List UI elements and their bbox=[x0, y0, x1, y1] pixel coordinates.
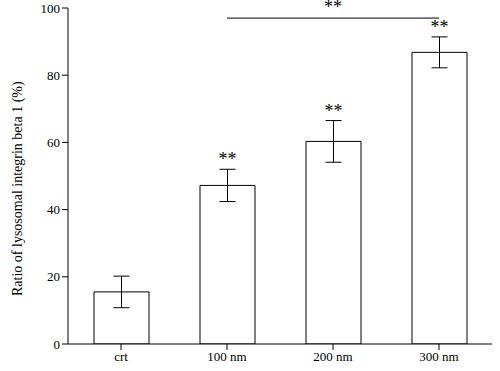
svg-text:0: 0 bbox=[54, 337, 61, 352]
svg-text:Ratio of lysosomal integrin be: Ratio of lysosomal integrin beta 1 (%) bbox=[10, 81, 26, 296]
svg-text:100 nm: 100 nm bbox=[207, 349, 246, 364]
svg-text:80: 80 bbox=[47, 68, 60, 83]
svg-text:**: ** bbox=[325, 101, 343, 121]
svg-text:60: 60 bbox=[47, 135, 60, 150]
svg-text:**: ** bbox=[431, 17, 449, 37]
svg-text:crt: crt bbox=[114, 349, 128, 364]
svg-text:**: ** bbox=[219, 149, 237, 169]
svg-text:20: 20 bbox=[47, 269, 60, 284]
svg-text:300 nm: 300 nm bbox=[419, 349, 458, 364]
svg-text:200 nm: 200 nm bbox=[313, 349, 352, 364]
svg-text:40: 40 bbox=[47, 202, 60, 217]
svg-text:**: ** bbox=[324, 0, 342, 17]
svg-text:100: 100 bbox=[41, 1, 61, 16]
